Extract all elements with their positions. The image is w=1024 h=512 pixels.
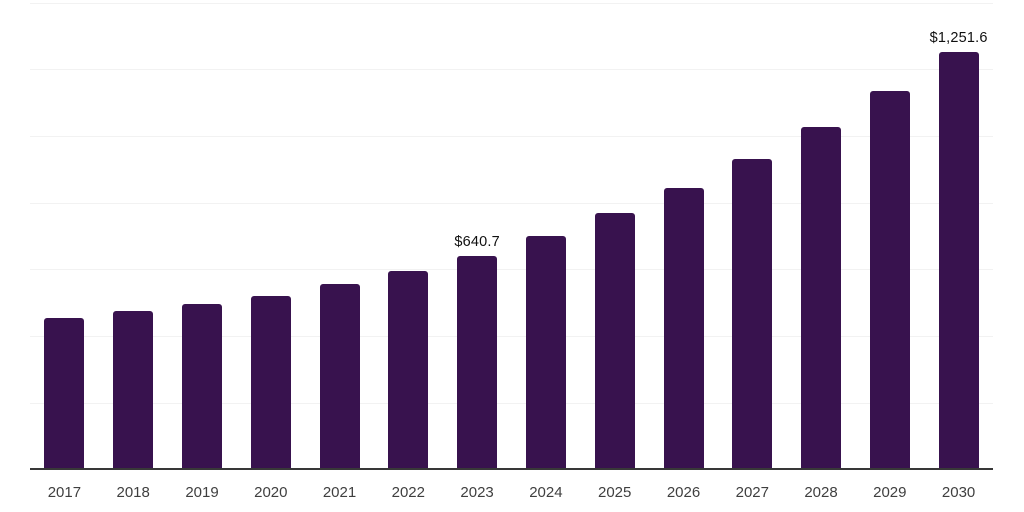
- bar-2030[interactable]: [938, 52, 979, 470]
- x-tick-label-2020: 2020: [254, 484, 288, 501]
- x-tick-label-2023: 2023: [460, 484, 494, 501]
- x-axis-line: [30, 468, 993, 470]
- x-tick-label-2019: 2019: [185, 484, 219, 501]
- bar-2023[interactable]: [457, 255, 498, 470]
- x-tick-label-2027: 2027: [735, 484, 769, 501]
- x-tick-label-2022: 2022: [391, 484, 425, 501]
- x-tick-label-2028: 2028: [804, 484, 838, 501]
- bar-2018[interactable]: [113, 311, 154, 470]
- x-tick-label-2024: 2024: [529, 484, 563, 501]
- x-tick-label-2030: 2030: [941, 484, 976, 501]
- bar-2020[interactable]: [250, 296, 291, 470]
- bar-2028[interactable]: [801, 126, 841, 470]
- x-tick-label-2017: 2017: [47, 484, 82, 501]
- gridline: [30, 402, 993, 404]
- gridline: [30, 336, 993, 338]
- bar-2024[interactable]: [525, 236, 566, 470]
- bar-value-label-2023: $640.7: [454, 233, 500, 250]
- bar-2029[interactable]: [869, 90, 910, 470]
- gridline: [30, 202, 993, 204]
- bar-2019[interactable]: [182, 304, 222, 470]
- bar-2021[interactable]: [319, 283, 360, 470]
- bar-2025[interactable]: [594, 213, 635, 470]
- bar-2017[interactable]: [44, 317, 85, 470]
- x-tick-label-2026: 2026: [666, 484, 701, 501]
- bar-2027[interactable]: [732, 158, 773, 470]
- bar-2026[interactable]: [663, 187, 704, 470]
- gridline: [30, 269, 993, 271]
- bar-2022[interactable]: [388, 271, 429, 470]
- x-tick-label-2025: 2025: [598, 484, 632, 501]
- gridline: [30, 2, 993, 4]
- x-tick-label-2029: 2029: [873, 484, 907, 501]
- gridline: [30, 135, 993, 137]
- x-tick-label-2021: 2021: [322, 484, 357, 501]
- gridline: [30, 69, 993, 71]
- bar-value-label-2030: $1,251.6: [929, 30, 988, 46]
- x-tick-label-2018: 2018: [116, 484, 150, 501]
